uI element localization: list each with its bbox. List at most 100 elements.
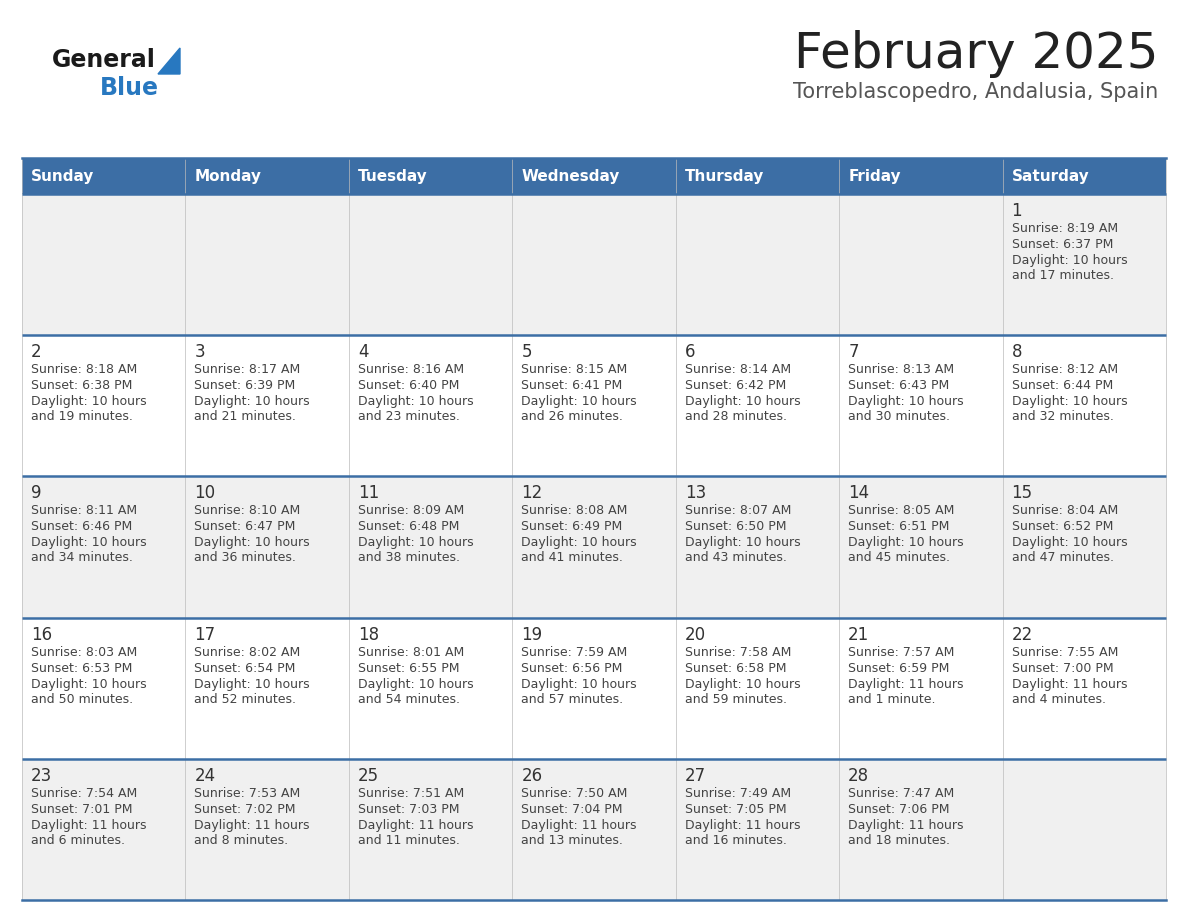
Text: Sunrise: 8:08 AM: Sunrise: 8:08 AM (522, 504, 627, 518)
Text: Sunday: Sunday (31, 169, 94, 184)
Text: 17: 17 (195, 625, 215, 644)
Text: and 47 minutes.: and 47 minutes. (1011, 552, 1113, 565)
Text: 23: 23 (31, 767, 52, 785)
Text: Daylight: 10 hours: Daylight: 10 hours (31, 396, 146, 409)
Text: Sunset: 6:55 PM: Sunset: 6:55 PM (358, 662, 460, 675)
Text: Daylight: 10 hours: Daylight: 10 hours (358, 677, 474, 690)
Text: Daylight: 10 hours: Daylight: 10 hours (522, 396, 637, 409)
Bar (676, 158, 839, 194)
Bar (676, 194, 839, 335)
Bar (839, 158, 1003, 194)
Text: 4: 4 (358, 343, 368, 361)
Text: 2: 2 (31, 343, 42, 361)
Bar (23, 476, 185, 618)
Text: Sunset: 6:51 PM: Sunset: 6:51 PM (848, 521, 949, 533)
Bar (512, 476, 676, 618)
Text: Sunrise: 8:01 AM: Sunrise: 8:01 AM (358, 645, 465, 658)
Text: and 26 minutes.: and 26 minutes. (522, 410, 624, 423)
Text: Daylight: 10 hours: Daylight: 10 hours (522, 677, 637, 690)
Text: Sunset: 6:43 PM: Sunset: 6:43 PM (848, 379, 949, 392)
Bar (512, 194, 676, 335)
Text: Daylight: 11 hours: Daylight: 11 hours (31, 819, 146, 832)
Bar (1003, 194, 1165, 335)
Bar (23, 335, 185, 476)
Text: and 45 minutes.: and 45 minutes. (848, 552, 950, 565)
Text: and 57 minutes.: and 57 minutes. (522, 692, 624, 706)
Text: Sunset: 6:38 PM: Sunset: 6:38 PM (31, 379, 132, 392)
Text: Sunrise: 8:03 AM: Sunrise: 8:03 AM (31, 645, 138, 658)
Text: Sunset: 6:53 PM: Sunset: 6:53 PM (31, 662, 132, 675)
Text: Daylight: 10 hours: Daylight: 10 hours (31, 536, 146, 549)
Text: and 34 minutes.: and 34 minutes. (31, 552, 133, 565)
Bar (349, 194, 512, 335)
Bar (185, 476, 349, 618)
Bar (512, 759, 676, 900)
Text: Sunset: 6:59 PM: Sunset: 6:59 PM (848, 662, 949, 675)
Bar (185, 335, 349, 476)
Text: and 6 minutes.: and 6 minutes. (31, 834, 125, 846)
Text: 11: 11 (358, 485, 379, 502)
Bar (1003, 759, 1165, 900)
Bar (349, 618, 512, 759)
Text: and 43 minutes.: and 43 minutes. (684, 552, 786, 565)
Text: and 11 minutes.: and 11 minutes. (358, 834, 460, 846)
Text: 26: 26 (522, 767, 543, 785)
Text: Daylight: 10 hours: Daylight: 10 hours (848, 536, 963, 549)
Text: Sunrise: 7:47 AM: Sunrise: 7:47 AM (848, 787, 954, 800)
Text: Sunrise: 7:49 AM: Sunrise: 7:49 AM (684, 787, 791, 800)
Text: and 41 minutes.: and 41 minutes. (522, 552, 624, 565)
Bar (185, 158, 349, 194)
Text: Sunset: 6:41 PM: Sunset: 6:41 PM (522, 379, 623, 392)
Text: and 1 minute.: and 1 minute. (848, 692, 936, 706)
Text: and 50 minutes.: and 50 minutes. (31, 692, 133, 706)
Text: Daylight: 10 hours: Daylight: 10 hours (684, 677, 801, 690)
Text: Daylight: 11 hours: Daylight: 11 hours (522, 819, 637, 832)
Text: General: General (52, 48, 156, 72)
Bar (839, 476, 1003, 618)
Text: Torreblascopedro, Andalusia, Spain: Torreblascopedro, Andalusia, Spain (792, 82, 1158, 102)
Text: Sunrise: 8:11 AM: Sunrise: 8:11 AM (31, 504, 137, 518)
Text: Sunset: 6:47 PM: Sunset: 6:47 PM (195, 521, 296, 533)
Bar (23, 194, 185, 335)
Bar (676, 476, 839, 618)
Bar (23, 158, 185, 194)
Text: Sunset: 7:04 PM: Sunset: 7:04 PM (522, 803, 623, 816)
Text: and 54 minutes.: and 54 minutes. (358, 692, 460, 706)
Text: Sunset: 6:37 PM: Sunset: 6:37 PM (1011, 238, 1113, 251)
Text: Sunset: 6:58 PM: Sunset: 6:58 PM (684, 662, 786, 675)
Text: Sunrise: 8:05 AM: Sunrise: 8:05 AM (848, 504, 954, 518)
Bar (676, 618, 839, 759)
Text: 18: 18 (358, 625, 379, 644)
Text: February 2025: February 2025 (794, 30, 1158, 78)
Text: Daylight: 10 hours: Daylight: 10 hours (522, 536, 637, 549)
Bar (349, 335, 512, 476)
Bar (512, 618, 676, 759)
Text: Sunrise: 7:55 AM: Sunrise: 7:55 AM (1011, 645, 1118, 658)
Text: Sunrise: 8:18 AM: Sunrise: 8:18 AM (31, 364, 138, 376)
Text: Daylight: 10 hours: Daylight: 10 hours (358, 536, 474, 549)
Text: and 19 minutes.: and 19 minutes. (31, 410, 133, 423)
Text: Sunset: 7:00 PM: Sunset: 7:00 PM (1011, 662, 1113, 675)
Text: 8: 8 (1011, 343, 1022, 361)
Text: Sunset: 6:48 PM: Sunset: 6:48 PM (358, 521, 460, 533)
Text: Sunset: 6:50 PM: Sunset: 6:50 PM (684, 521, 786, 533)
Text: Sunrise: 7:53 AM: Sunrise: 7:53 AM (195, 787, 301, 800)
Text: Daylight: 10 hours: Daylight: 10 hours (195, 677, 310, 690)
Bar (349, 476, 512, 618)
Text: 1: 1 (1011, 202, 1022, 220)
Bar (839, 335, 1003, 476)
Text: and 16 minutes.: and 16 minutes. (684, 834, 786, 846)
Text: 3: 3 (195, 343, 206, 361)
Bar (676, 759, 839, 900)
Bar (349, 759, 512, 900)
Text: and 18 minutes.: and 18 minutes. (848, 834, 950, 846)
Text: Daylight: 10 hours: Daylight: 10 hours (684, 536, 801, 549)
Text: 21: 21 (848, 625, 870, 644)
Text: 9: 9 (31, 485, 42, 502)
Text: Monday: Monday (195, 169, 261, 184)
Text: and 52 minutes.: and 52 minutes. (195, 692, 297, 706)
Bar (839, 618, 1003, 759)
Text: and 32 minutes.: and 32 minutes. (1011, 410, 1113, 423)
Text: Sunset: 6:46 PM: Sunset: 6:46 PM (31, 521, 132, 533)
Bar (512, 335, 676, 476)
